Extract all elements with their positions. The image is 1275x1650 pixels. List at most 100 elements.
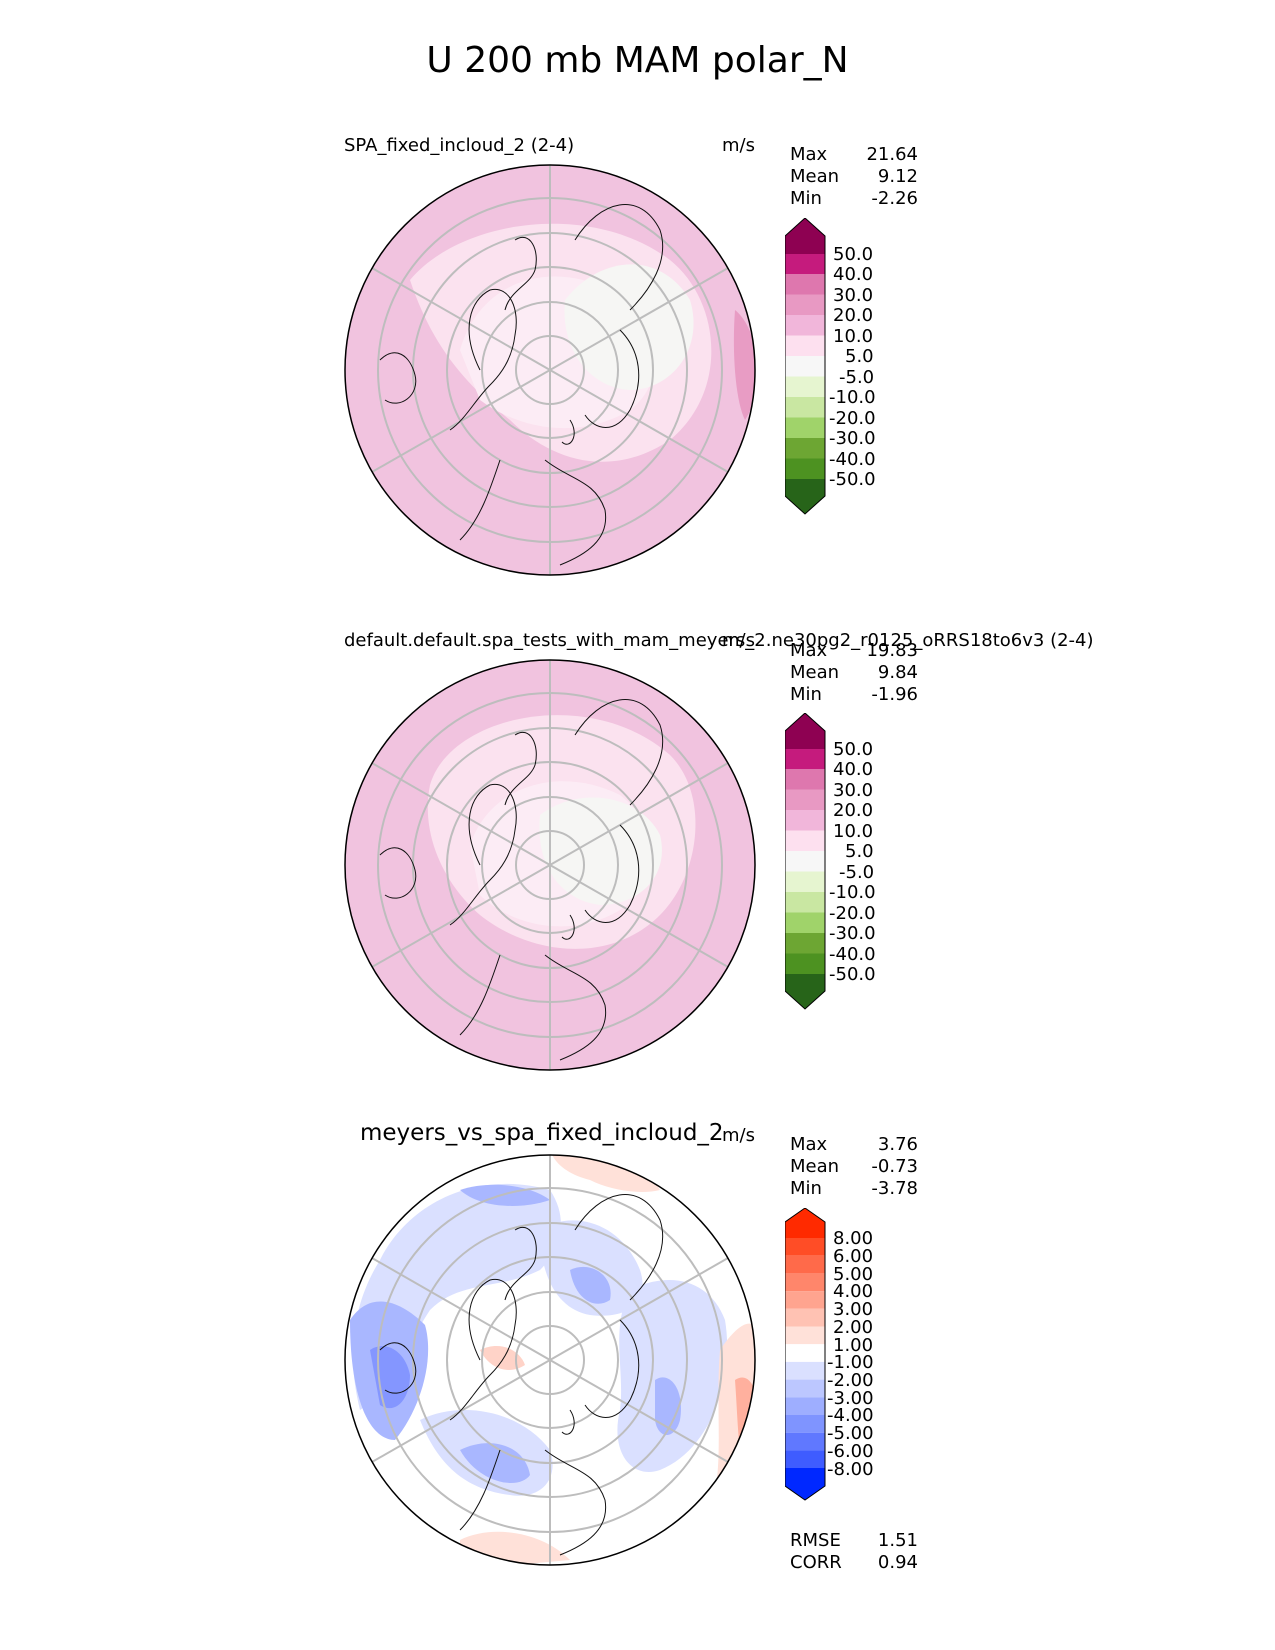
panel-1-polar-map: [344, 164, 756, 576]
colorbar-tick: 4.00: [833, 1281, 873, 1302]
stat-value: 21.64: [866, 144, 918, 165]
metric-value: 1.51: [877, 1530, 918, 1551]
stat-value: 9.12: [877, 166, 918, 187]
stat-label: Mean: [790, 662, 840, 683]
field-light-red: [480, 1345, 525, 1370]
panel-3-units: m/s: [722, 1125, 755, 1146]
field-red: [735, 1377, 755, 1490]
panel-2-polar-map: [344, 659, 756, 1071]
panel-3-metrics: RMSE 1.51 CORR 0.94: [790, 1530, 918, 1574]
colorbar-tick: 40.0: [833, 264, 873, 285]
stat-value: -2.26: [871, 188, 918, 209]
colorbar-tick: -40.0: [829, 449, 876, 470]
colorbar-tick: 30.0: [833, 285, 873, 306]
colorbar-tick: 5.00: [833, 1264, 873, 1285]
figure-title: U 200 mb MAM polar_N: [426, 40, 849, 81]
panel-1-colorbar: 50.0 40.0 30.0 20.0 10.0 5.0 -5.0 -10.0 …: [785, 218, 876, 515]
colorbar-swatches: [785, 713, 826, 1010]
colorbar-tick: -5.00: [827, 1423, 874, 1444]
stat-value: -0.73: [871, 1156, 918, 1177]
stat-label: Min: [790, 188, 822, 209]
metric-value: 0.94: [877, 1552, 918, 1573]
colorbar-tick: 40.0: [833, 759, 873, 780]
stat-value: 19.83: [866, 640, 918, 661]
panel-2-units: m/s: [722, 630, 755, 651]
panel-1-title: SPA_fixed_incloud_2 (2-4): [344, 135, 575, 156]
map-boundary: [344, 659, 756, 1071]
metric-label: RMSE: [790, 1530, 841, 1551]
colorbar-tick: -20.0: [829, 408, 876, 429]
colorbar-tick: -10.0: [829, 882, 876, 903]
colorbar-tick: -5.0: [839, 367, 874, 388]
field-near-zero: [539, 797, 662, 905]
colorbar-tick: 20.0: [833, 305, 873, 326]
stat-value: -3.78: [871, 1178, 918, 1199]
coastlines: [379, 1194, 664, 1556]
panel-2-colorbar: 50.0 40.0 30.0 20.0 10.0 5.0 -5.0 -10.0 …: [785, 713, 876, 1010]
field-blue: [655, 1377, 681, 1435]
colorbar-tick: -30.0: [829, 428, 876, 449]
field-blue: [460, 1443, 530, 1483]
colorbar-ticks: 8.00 6.00 5.00 4.00 3.00 2.00 1.00 -1.00…: [827, 1228, 874, 1480]
panel-3-stats: Max 3.76 Mean -0.73 Min -3.78: [790, 1134, 918, 1200]
colorbar-tick: 30.0: [833, 780, 873, 801]
colorbar-tick: -50.0: [829, 469, 876, 490]
map-boundary: [344, 1154, 756, 1566]
panel-2-title: default.default.spa_tests_with_mam_meyer…: [344, 630, 1094, 651]
colorbar-tick: 50.0: [833, 739, 873, 760]
stat-label: Max: [790, 640, 828, 661]
panel-1-units: m/s: [722, 135, 755, 156]
colorbar-tick: -50.0: [829, 964, 876, 985]
panel-3-title: meyers_vs_spa_fixed_incloud_2: [360, 1120, 724, 1146]
panel-3-polar-map: [344, 1154, 756, 1566]
colorbar-tick: -3.00: [827, 1388, 874, 1409]
field-light-blue: [617, 1280, 728, 1472]
stat-label: Mean: [790, 166, 840, 187]
colorbar-tick: 50.0: [833, 244, 873, 265]
colorbar-tick: -5.0: [839, 862, 874, 883]
colorbar-tick: 10.0: [833, 821, 873, 842]
stat-value: 3.76: [877, 1134, 918, 1155]
colorbar-tick: -1.00: [827, 1352, 874, 1373]
colorbar-swatches: [785, 218, 826, 515]
colorbar-ticks: 50.0 40.0 30.0 20.0 10.0 5.0 -5.0 -10.0 …: [829, 739, 876, 985]
colorbar-tick: 6.00: [833, 1246, 873, 1267]
metric-label: CORR: [790, 1552, 842, 1573]
stat-value: -1.96: [871, 684, 918, 705]
colorbar-ticks: 50.0 40.0 30.0 20.0 10.0 5.0 -5.0 -10.0 …: [829, 244, 876, 490]
colorbar-tick: 5.0: [845, 841, 874, 862]
stat-value: 9.84: [877, 662, 918, 683]
panel-2-stats: Max 19.83 Mean 9.84 Min -1.96: [790, 640, 918, 706]
field-strong-pink: [733, 310, 755, 420]
map-boundary: [344, 164, 756, 576]
colorbar-tick: -6.00: [827, 1441, 874, 1462]
field-light-red: [550, 1155, 660, 1192]
coastlines: [379, 204, 664, 566]
colorbar-tick: 20.0: [833, 800, 873, 821]
stat-label: Max: [790, 1134, 828, 1155]
colorbar-tick: -20.0: [829, 903, 876, 924]
panel-1-stats: Max 21.64 Mean 9.12 Min -2.26: [790, 144, 918, 210]
stat-label: Max: [790, 144, 828, 165]
stat-label: Min: [790, 684, 822, 705]
stat-label: Min: [790, 1178, 822, 1199]
colorbar-swatches: [785, 1208, 826, 1501]
colorbar-tick: -10.0: [829, 387, 876, 408]
colorbar-tick: 1.00: [833, 1335, 873, 1356]
colorbar-tick: 2.00: [833, 1317, 873, 1338]
panel-3-colorbar: 8.00 6.00 5.00 4.00 3.00 2.00 1.00 -1.00…: [785, 1208, 874, 1501]
colorbar-tick: 8.00: [833, 1228, 873, 1249]
field-light-blue: [352, 1183, 561, 1410]
colorbar-tick: -8.00: [827, 1459, 874, 1480]
colorbar-tick: 5.0: [845, 346, 874, 367]
colorbar-tick: 10.0: [833, 326, 873, 347]
coastlines: [379, 699, 664, 1061]
colorbar-tick: -4.00: [827, 1405, 874, 1426]
colorbar-tick: -30.0: [829, 923, 876, 944]
field-blue: [570, 1266, 611, 1304]
stat-label: Mean: [790, 1156, 840, 1177]
colorbar-tick: -40.0: [829, 944, 876, 965]
field-near-zero: [564, 264, 694, 390]
colorbar-tick: -2.00: [827, 1370, 874, 1391]
colorbar-tick: 3.00: [833, 1299, 873, 1320]
